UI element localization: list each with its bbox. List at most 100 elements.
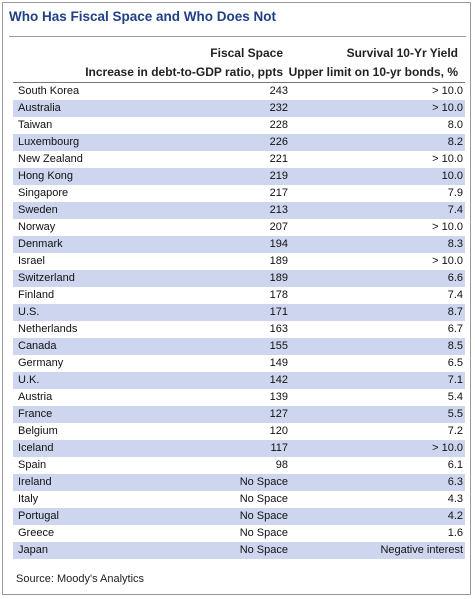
- table-row: South Korea 243 > 10.0: [13, 83, 465, 100]
- country-cell: New Zealand: [18, 153, 83, 165]
- survival-yield-cell: 7.4: [447, 204, 463, 216]
- survival-yield-cell: > 10.0: [432, 442, 463, 454]
- fiscal-space-cell: No Space: [239, 476, 288, 488]
- country-cell: Israel: [18, 255, 45, 267]
- table-row: Iceland 117 > 10.0: [13, 440, 465, 457]
- fiscal-space-cell: 217: [269, 187, 288, 199]
- fiscal-space-subheader: Increase in debt-to-GDP ratio, ppts: [85, 65, 283, 79]
- country-cell: Finland: [18, 289, 55, 301]
- country-cell: South Korea: [18, 85, 80, 97]
- survival-yield-cell: 6.1: [447, 459, 463, 471]
- country-cell: Netherlands: [18, 323, 78, 335]
- table-row: Portugal No Space 4.2: [13, 508, 465, 525]
- fiscal-space-cell: 207: [269, 221, 288, 233]
- fiscal-space-cell: 189: [269, 255, 288, 267]
- survival-yield-header: Survival 10-Yr Yield: [346, 46, 458, 60]
- survival-yield-cell: 7.2: [447, 425, 463, 437]
- country-cell: Luxembourg: [18, 136, 80, 148]
- table-row: Luxembourg 226 8.2: [13, 134, 465, 151]
- table-panel: Who Has Fiscal Space and Who Does Not Fi…: [2, 2, 471, 595]
- fiscal-space-cell: 149: [269, 357, 288, 369]
- table-row: U.S. 171 8.7: [13, 304, 465, 321]
- survival-yield-cell: 8.0: [447, 119, 463, 131]
- table-row: Germany 149 6.5: [13, 355, 465, 372]
- fiscal-space-cell: 243: [269, 85, 288, 97]
- fiscal-space-cell: 98: [275, 459, 288, 471]
- survival-yield-cell: 8.2: [447, 136, 463, 148]
- fiscal-space-cell: No Space: [239, 527, 288, 539]
- survival-yield-cell: 6.3: [447, 476, 463, 488]
- fiscal-space-cell: 120: [269, 425, 288, 437]
- table-row: Hong Kong 219 10.0: [13, 168, 465, 185]
- country-cell: U.K.: [18, 374, 40, 386]
- fiscal-space-header: Fiscal Space: [210, 46, 283, 60]
- table-row: France 127 5.5: [13, 406, 465, 423]
- survival-yield-cell: > 10.0: [432, 102, 463, 114]
- table-row: Spain 98 6.1: [13, 457, 465, 474]
- fiscal-space-cell: 219: [269, 170, 288, 182]
- country-cell: Iceland: [18, 442, 54, 454]
- country-cell: Norway: [18, 221, 56, 233]
- table-row: Belgium 120 7.2: [13, 423, 465, 440]
- survival-yield-cell: 5.5: [447, 408, 463, 420]
- survival-yield-cell: 4.3: [447, 493, 463, 505]
- fiscal-space-cell: 142: [269, 374, 288, 386]
- fiscal-space-cell: 117: [270, 442, 288, 454]
- table-row: Switzerland 189 6.6: [13, 270, 465, 287]
- country-cell: Greece: [18, 527, 55, 539]
- survival-yield-cell: 6.5: [447, 357, 463, 369]
- survival-yield-cell: 10.0: [441, 170, 463, 182]
- fiscal-space-cell: 232: [269, 102, 288, 114]
- country-cell: Austria: [18, 391, 53, 403]
- survival-yield-cell: 6.7: [447, 323, 463, 335]
- fiscal-space-cell: 139: [269, 391, 288, 403]
- survival-yield-cell: 1.6: [447, 527, 463, 539]
- country-cell: Switzerland: [18, 272, 75, 284]
- table-row: Singapore 217 7.9: [13, 185, 465, 202]
- country-cell: Spain: [18, 459, 47, 471]
- country-cell: France: [18, 408, 53, 420]
- fiscal-space-cell: No Space: [239, 510, 288, 522]
- fiscal-space-cell: 163: [269, 323, 288, 335]
- country-cell: Portugal: [18, 510, 59, 522]
- fiscal-space-cell: 228: [269, 119, 288, 131]
- country-cell: Denmark: [18, 238, 63, 250]
- fiscal-space-cell: No Space: [239, 493, 288, 505]
- table-row: Japan No Space Negative interest: [13, 542, 465, 559]
- table-row: New Zealand 221 > 10.0: [13, 151, 465, 168]
- table-row: Norway 207 > 10.0: [13, 219, 465, 236]
- survival-yield-subheader: Upper limit on 10-yr bonds, %: [288, 65, 458, 79]
- table-row: Italy No Space 4.3: [13, 491, 465, 508]
- country-cell: Belgium: [18, 425, 58, 437]
- table-row: Sweden 213 7.4: [13, 202, 465, 219]
- table-row: Denmark 194 8.3: [13, 236, 465, 253]
- fiscal-space-cell: 226: [269, 136, 288, 148]
- survival-yield-cell: Negative interest: [380, 544, 463, 556]
- survival-yield-cell: > 10.0: [432, 255, 463, 267]
- country-cell: Italy: [18, 493, 39, 505]
- country-cell: Singapore: [18, 187, 69, 199]
- header-divider: [13, 82, 465, 83]
- country-cell: U.S.: [18, 306, 40, 318]
- survival-yield-cell: 8.5: [447, 340, 463, 352]
- country-cell: Ireland: [18, 476, 52, 488]
- fiscal-space-cell: 171: [269, 306, 288, 318]
- table-body: South Korea 243 > 10.0 Australia 232 > 10.0 Ta…: [13, 83, 465, 559]
- table-row: Israel 189 > 10.0: [13, 253, 465, 270]
- page-title: Who Has Fiscal Space and Who Does Not: [9, 9, 277, 24]
- country-cell: Hong Kong: [18, 170, 74, 182]
- title-divider: [9, 36, 466, 37]
- table-row: Austria 139 5.4: [13, 389, 465, 406]
- survival-yield-cell: 6.6: [447, 272, 463, 284]
- table-row: Netherlands 163 6.7: [13, 321, 465, 338]
- fiscal-space-cell: 189: [269, 272, 288, 284]
- fiscal-space-cell: No Space: [239, 544, 288, 556]
- table-row: Taiwan 228 8.0: [13, 117, 465, 134]
- table-row: Australia 232 > 10.0: [13, 100, 465, 117]
- table-row: Finland 178 7.4: [13, 287, 465, 304]
- fiscal-space-cell: 155: [269, 340, 288, 352]
- country-cell: Japan: [18, 544, 48, 556]
- survival-yield-cell: 7.9: [447, 187, 463, 199]
- survival-yield-cell: 5.4: [447, 391, 463, 403]
- fiscal-space-cell: 127: [269, 408, 288, 420]
